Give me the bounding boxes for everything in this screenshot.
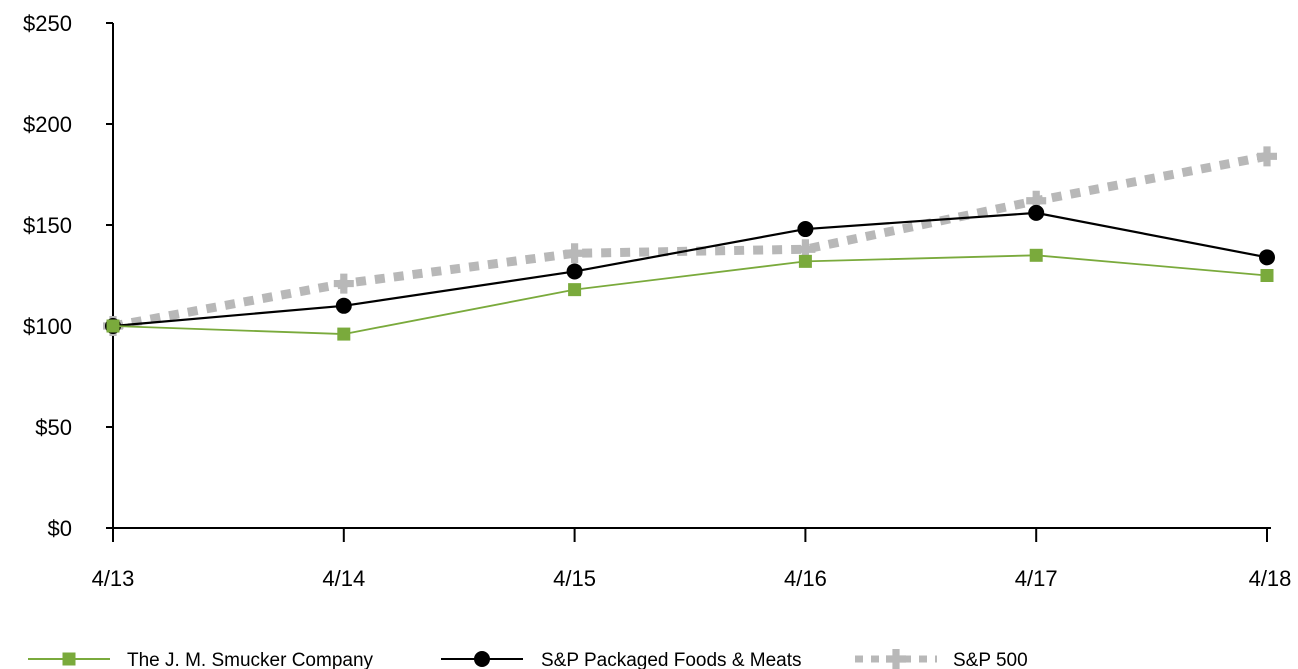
- data-point: [566, 263, 583, 280]
- x-tick-label: 4/18: [1249, 566, 1292, 591]
- data-point: [1028, 204, 1045, 221]
- data-point: [564, 243, 585, 264]
- data-point: [333, 273, 354, 294]
- series-0: [106, 248, 1274, 341]
- data-point: [568, 283, 582, 297]
- y-axis-ticks: $0 $50 $100 $150 $200 $250: [23, 11, 113, 541]
- legend-item: The J. M. Smucker Company: [28, 650, 374, 669]
- y-tick-label: $150: [23, 213, 72, 238]
- legend-item: S&P 500: [855, 649, 1028, 669]
- data-point: [1257, 146, 1277, 167]
- series-line: [112, 211, 1268, 328]
- legend-label: S&P Packaged Foods & Meats: [541, 650, 802, 669]
- axes: [112, 23, 1271, 529]
- data-point: [1259, 249, 1275, 266]
- series-2: [103, 146, 1277, 336]
- legend-label: S&P 500: [953, 650, 1028, 669]
- series-line: [112, 151, 1268, 331]
- series-layer: [103, 146, 1277, 341]
- legend-marker: [886, 649, 906, 669]
- legend-label: The J. M. Smucker Company: [127, 650, 374, 669]
- data-point: [1029, 248, 1043, 262]
- y-tick-label: $0: [48, 516, 72, 541]
- y-tick-label: $100: [23, 314, 72, 339]
- legend-marker: [474, 651, 490, 667]
- y-tick-label: $200: [23, 112, 72, 137]
- data-point: [106, 319, 120, 333]
- data-point: [798, 254, 812, 268]
- data-point: [1026, 190, 1047, 211]
- legend: The J. M. Smucker Company S&P Packaged Fo…: [28, 649, 1028, 669]
- x-tick-label: 4/17: [1015, 566, 1058, 591]
- x-tick-label: 4/16: [784, 566, 827, 591]
- x-tick-label: 4/13: [92, 566, 135, 591]
- data-point: [337, 327, 351, 341]
- y-tick-label: $50: [35, 415, 72, 440]
- data-point: [335, 297, 352, 314]
- x-tick-label: 4/15: [553, 566, 596, 591]
- series-1: [105, 204, 1275, 334]
- y-tick-label: $250: [23, 11, 72, 36]
- legend-item: S&P Packaged Foods & Meats: [441, 650, 802, 669]
- data-point: [797, 221, 814, 238]
- data-point: [1260, 269, 1274, 282]
- legend-marker: [62, 652, 76, 666]
- x-axis-ticks: 4/13 4/14 4/15 4/16 4/17 4/18: [92, 528, 1292, 591]
- series-line: [112, 254, 1268, 335]
- x-tick-label: 4/14: [322, 566, 365, 591]
- data-point: [795, 239, 816, 260]
